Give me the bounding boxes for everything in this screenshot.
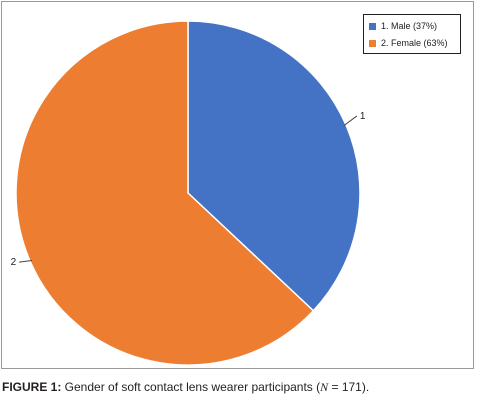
- pie-slice-female: [15, 20, 315, 366]
- caption-n-variable: N: [320, 380, 329, 394]
- slice-label-male: 1: [360, 111, 366, 122]
- leader-line: [19, 260, 33, 263]
- legend: 1. Male (37%) 2. Female (63%): [363, 14, 461, 54]
- pie-chart: 12: [11, 20, 366, 366]
- figure-label: FIGURE 1:: [2, 380, 62, 394]
- figure-caption: FIGURE 1: Gender of soft contact lens we…: [2, 380, 369, 395]
- slice-label-female: 2: [11, 257, 17, 268]
- legend-swatch-female: [369, 39, 376, 47]
- legend-label-male: 1. Male (37%): [381, 21, 438, 31]
- legend-item-male: 1. Male (37%): [369, 19, 437, 33]
- caption-text-after: = 171).: [328, 380, 370, 394]
- legend-item-female: 2. Female (63%): [369, 36, 448, 50]
- caption-text-before: Gender of soft contact lens wearer parti…: [61, 380, 321, 394]
- legend-label-female: 2. Female (63%): [381, 38, 448, 48]
- legend-swatch-male: [369, 22, 376, 30]
- leader-line: [343, 115, 358, 126]
